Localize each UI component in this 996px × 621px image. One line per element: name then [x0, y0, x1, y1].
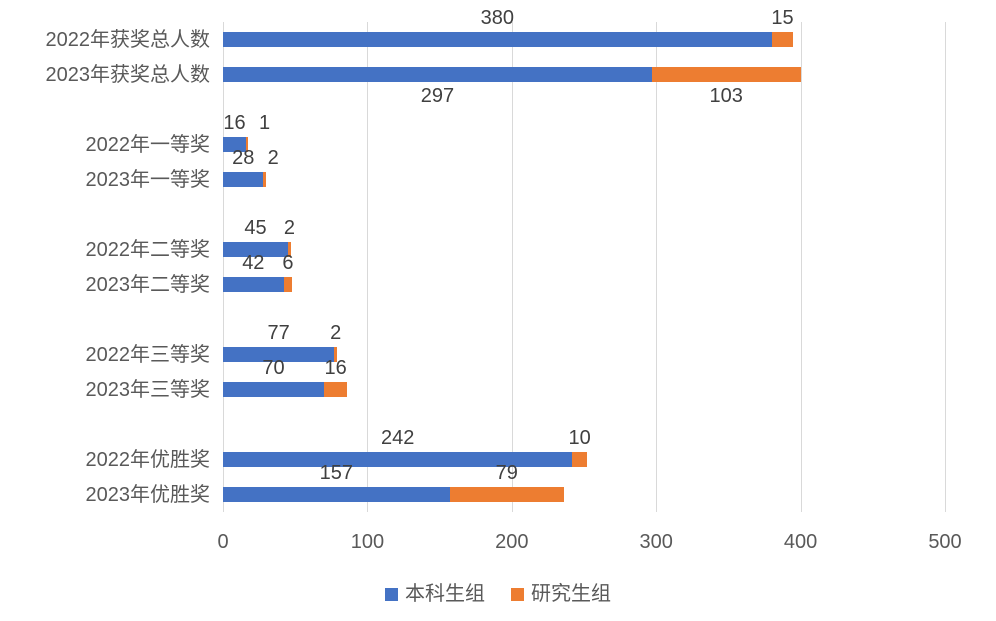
data-label-本科生组: 28: [232, 147, 255, 169]
data-label-本科生组: 242: [381, 427, 415, 449]
category-label: 2022年三等奖: [85, 343, 211, 366]
category-label: 2023年二等奖: [85, 273, 211, 296]
bar-segment-本科生组: [223, 172, 264, 187]
bar-segment-研究生组: [283, 277, 293, 292]
category-label: 2023年优胜奖: [85, 483, 211, 506]
x-tick-label: 400: [783, 531, 818, 553]
x-tick-label: 500: [928, 531, 962, 553]
data-label-研究生组: 2: [330, 322, 342, 344]
gridline-x-0: [223, 22, 224, 512]
x-tick-label: 100: [350, 531, 385, 553]
category-label: 2023年三等奖: [85, 378, 211, 401]
legend-label: 研究生组: [531, 583, 611, 605]
bar-segment-研究生组: [771, 32, 794, 47]
category-label: 2022年一等奖: [85, 133, 211, 156]
category-label: 2023年获奖总人数: [45, 63, 211, 86]
bar-segment-本科生组: [223, 277, 284, 292]
data-label-研究生组: 2: [267, 147, 279, 169]
legend-swatch-icon: [385, 587, 398, 601]
data-label-本科生组: 380: [480, 7, 515, 29]
gridline-x-200: [511, 22, 513, 512]
x-tick-label: 0: [217, 531, 229, 553]
bar-segment-本科生组: [223, 487, 450, 502]
bar-segment-研究生组: [287, 242, 291, 257]
bar-segment-研究生组: [449, 487, 564, 502]
data-label-研究生组: 15: [771, 7, 794, 29]
bar-segment-本科生组: [223, 382, 325, 397]
data-label-研究生组: 103: [709, 85, 743, 107]
bar-segment-研究生组: [334, 347, 338, 362]
legend-label: 本科生组: [405, 583, 485, 605]
gridline-x-500: [945, 22, 946, 512]
data-label-本科生组: 70: [262, 357, 285, 379]
bar-segment-研究生组: [651, 67, 801, 82]
data-label-本科生组: 157: [319, 462, 354, 484]
data-label-本科生组: 16: [223, 112, 246, 134]
legend-item-本科生组: 本科生组: [385, 582, 485, 606]
category-label: 2022年优胜奖: [85, 448, 211, 471]
gridline-x-400: [800, 22, 802, 512]
data-label-研究生组: 2: [283, 217, 295, 239]
data-label-研究生组: 1: [258, 112, 271, 134]
bar-segment-研究生组: [246, 137, 248, 152]
bar-segment-研究生组: [572, 452, 587, 467]
category-label: 2022年获奖总人数: [45, 28, 211, 51]
chart-legend: 本科生组 研究生组: [0, 582, 996, 606]
data-label-本科生组: 297: [420, 85, 455, 107]
category-label: 2022年二等奖: [85, 238, 211, 261]
gridline-x-100: [367, 22, 369, 512]
x-tick-label: 300: [639, 531, 673, 553]
category-label: 2023年一等奖: [85, 168, 211, 191]
bar-segment-本科生组: [223, 137, 247, 152]
bar-segment-本科生组: [223, 242, 288, 257]
bar-segment-本科生组: [223, 67, 652, 82]
bar-segment-本科生组: [223, 452, 573, 467]
bar-segment-本科生组: [223, 347, 335, 362]
data-label-本科生组: 77: [267, 322, 290, 344]
data-label-本科生组: 42: [242, 252, 265, 274]
legend-item-研究生组: 研究生组: [511, 582, 611, 606]
data-label-研究生组: 6: [282, 252, 294, 274]
data-label-研究生组: 79: [495, 462, 518, 484]
data-label-研究生组: 10: [568, 427, 591, 449]
x-tick-label: 200: [495, 531, 529, 553]
legend-swatch-icon: [511, 587, 524, 601]
bar-segment-本科生组: [223, 32, 772, 47]
gridline-x-300: [656, 22, 658, 512]
bar-segment-研究生组: [263, 172, 267, 187]
bar-segment-研究生组: [324, 382, 348, 397]
data-label-研究生组: 16: [324, 357, 347, 379]
data-label-本科生组: 45: [244, 217, 267, 239]
